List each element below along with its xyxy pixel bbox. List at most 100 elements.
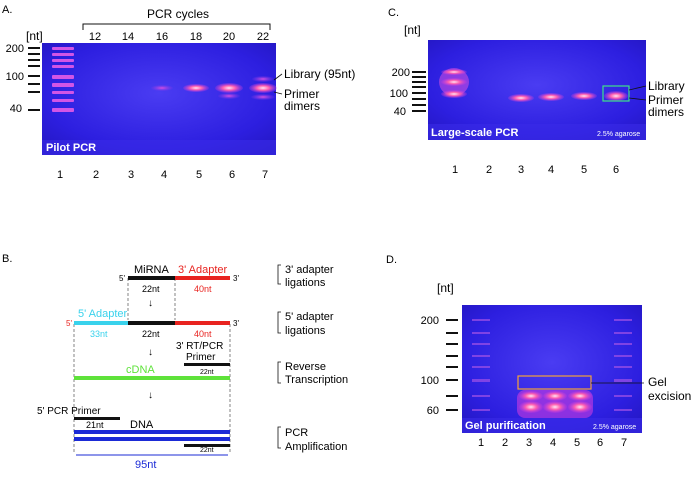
- step-label: Amplification: [285, 441, 347, 453]
- rt-primer-strand: [184, 363, 230, 366]
- cdna-label: cDNA: [126, 364, 155, 376]
- panel-a-letter: A.: [2, 4, 12, 16]
- three-prime: 3': [233, 319, 239, 328]
- size-ruler: [28, 47, 40, 111]
- svg-text:5: 5: [574, 437, 580, 449]
- panel-b: B. MiRNA 3' Adapter 5' 3' 22nt 40nt ↓ 5'…: [2, 253, 348, 471]
- step-label: 5' adapter: [285, 311, 334, 323]
- mirna-strand: [128, 321, 175, 325]
- band: [441, 78, 467, 86]
- svg-text:2: 2: [502, 437, 508, 449]
- adapter3-strand: [175, 276, 230, 280]
- svg-text:3: 3: [526, 437, 532, 449]
- library-box-c: [602, 85, 630, 102]
- svg-text:3: 3: [128, 169, 134, 181]
- panel-c-unit: [nt]: [404, 23, 421, 37]
- step-label: ligations: [285, 277, 326, 289]
- band: [571, 92, 597, 100]
- adapter3-strand: [175, 321, 230, 325]
- svg-text:5: 5: [196, 169, 202, 181]
- svg-text:4: 4: [161, 169, 167, 181]
- svg-text:6: 6: [597, 437, 603, 449]
- cdna-strand: [74, 376, 230, 380]
- size-label: 40: [394, 106, 406, 118]
- agarose-c: 2.5% agarose: [597, 131, 640, 138]
- length-label: 22nt: [142, 329, 160, 339]
- band: [604, 91, 628, 101]
- band: [508, 94, 534, 102]
- svg-text:3: 3: [518, 164, 524, 176]
- lane-numbers-d: 1 2 3 4 5 6 7: [478, 437, 627, 449]
- rt-primer-label: 3' RT/PCR: [176, 341, 223, 352]
- length-label: 22nt: [200, 447, 214, 454]
- size-label: 200: [392, 67, 410, 79]
- band: [215, 83, 243, 93]
- svg-text:1: 1: [57, 169, 63, 181]
- mirna-label: MiRNA: [134, 264, 169, 276]
- cycles-bracket: [82, 23, 271, 30]
- agarose-d: 2.5% agarose: [593, 424, 636, 431]
- panel-d-unit: [nt]: [437, 281, 454, 295]
- band: [252, 76, 274, 82]
- cycle-label: 18: [190, 31, 202, 43]
- library-label-a: Library (95nt): [284, 67, 355, 81]
- excision-box: [517, 375, 592, 390]
- three-prime: 3': [233, 274, 239, 283]
- svg-text:4: 4: [548, 164, 554, 176]
- svg-text:2: 2: [93, 169, 99, 181]
- step-label: ligations: [285, 325, 326, 337]
- gel-a: [42, 43, 276, 155]
- band: [441, 90, 467, 98]
- pcr-primer-label: 5' PCR Primer: [37, 406, 101, 417]
- svg-text:6: 6: [229, 169, 235, 181]
- length-label: 40nt: [194, 329, 212, 339]
- panel-a: A. [nt] PCR cycles 12 14 16 18 20 22 200…: [2, 4, 355, 181]
- step-label: Reverse: [285, 361, 326, 373]
- arrow-down: ↓: [148, 390, 153, 401]
- cycle-label: 12: [89, 31, 101, 43]
- band: [218, 93, 240, 99]
- svg-text:4: 4: [550, 437, 556, 449]
- length-label: 33nt: [90, 329, 108, 339]
- dna-strand: [74, 437, 230, 441]
- excision-label: excision: [648, 389, 691, 403]
- dna-strand: [74, 430, 230, 434]
- band: [543, 401, 567, 413]
- cycle-label: 14: [122, 31, 134, 43]
- size-label: 100: [421, 375, 439, 387]
- band: [543, 391, 567, 401]
- svg-text:1: 1: [452, 164, 458, 176]
- primer-label-a: Primer: [284, 87, 319, 101]
- adapter5-label: 5' Adapter: [78, 308, 128, 320]
- adapter3-label: 3' Adapter: [178, 264, 228, 276]
- pcr-primer-strand: [184, 444, 230, 447]
- svg-text:2: 2: [486, 164, 492, 176]
- size-label: 200: [6, 43, 24, 55]
- cycle-label: 22: [257, 31, 269, 43]
- band: [183, 84, 209, 92]
- svg-text:1: 1: [478, 437, 484, 449]
- pcr-primer-strand: [74, 417, 120, 420]
- band: [251, 94, 275, 100]
- band: [568, 391, 592, 401]
- length-label: 22nt: [142, 284, 160, 294]
- panel-d: D. [nt] 200 100 60 Gel pu: [386, 254, 691, 449]
- ladder-d: [472, 319, 632, 411]
- size-label: 100: [6, 71, 24, 83]
- step-label: 3' adapter: [285, 264, 334, 276]
- arrow-down: ↓: [148, 298, 153, 309]
- library-label-c: Library: [648, 79, 685, 93]
- svg-text:5: 5: [581, 164, 587, 176]
- dna-label: DNA: [130, 419, 154, 431]
- size-label: 200: [421, 315, 439, 327]
- panel-b-letter: B.: [2, 253, 12, 265]
- band: [519, 391, 543, 401]
- excision-label: Gel: [648, 375, 667, 389]
- lane-numbers-c: 1 2 3 4 5 6: [452, 164, 619, 176]
- panel-a-unit: [nt]: [26, 29, 43, 43]
- panel-d-letter: D.: [386, 254, 397, 266]
- size-label: 40: [10, 103, 22, 115]
- svg-text:7: 7: [262, 169, 268, 181]
- arrow-down: ↓: [148, 347, 153, 358]
